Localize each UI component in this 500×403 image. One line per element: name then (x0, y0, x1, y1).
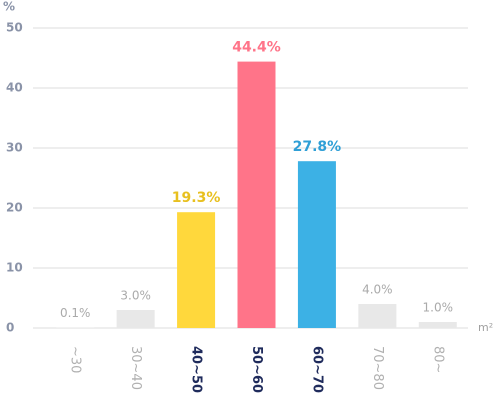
bar (116, 310, 155, 328)
y-tick-label: 20 (6, 201, 23, 215)
x-tick-label: 50~60 (249, 346, 264, 393)
y-tick-label: 10 (6, 261, 23, 275)
x-tick-label: 70~80 (370, 346, 385, 390)
x-tick-label: ~30 (68, 346, 83, 373)
value-label: 1.0% (423, 301, 454, 315)
bar (56, 327, 95, 328)
value-label: 44.4% (232, 40, 281, 56)
y-tick-label: 50 (6, 21, 23, 35)
value-label: 0.1% (60, 306, 91, 320)
x-tick-label: 40~50 (189, 346, 204, 393)
x-tick-label: 60~70 (309, 346, 324, 393)
y-unit: % (3, 0, 15, 14)
x-tick-label: 30~40 (128, 346, 143, 390)
bar (297, 161, 336, 328)
value-label: 19.3% (172, 190, 221, 206)
value-label: 27.8% (293, 139, 342, 155)
bar (418, 322, 457, 328)
value-label: 4.0% (362, 283, 393, 297)
bar (237, 61, 276, 328)
bar (177, 212, 216, 328)
y-tick-label: 30 (6, 141, 23, 155)
value-label: 3.0% (120, 289, 151, 303)
y-tick-label: 40 (6, 81, 23, 95)
x-unit: m² (478, 321, 493, 334)
bar (358, 304, 397, 328)
y-tick-label: 0 (6, 321, 14, 335)
x-tick-label: 80~ (430, 346, 445, 373)
